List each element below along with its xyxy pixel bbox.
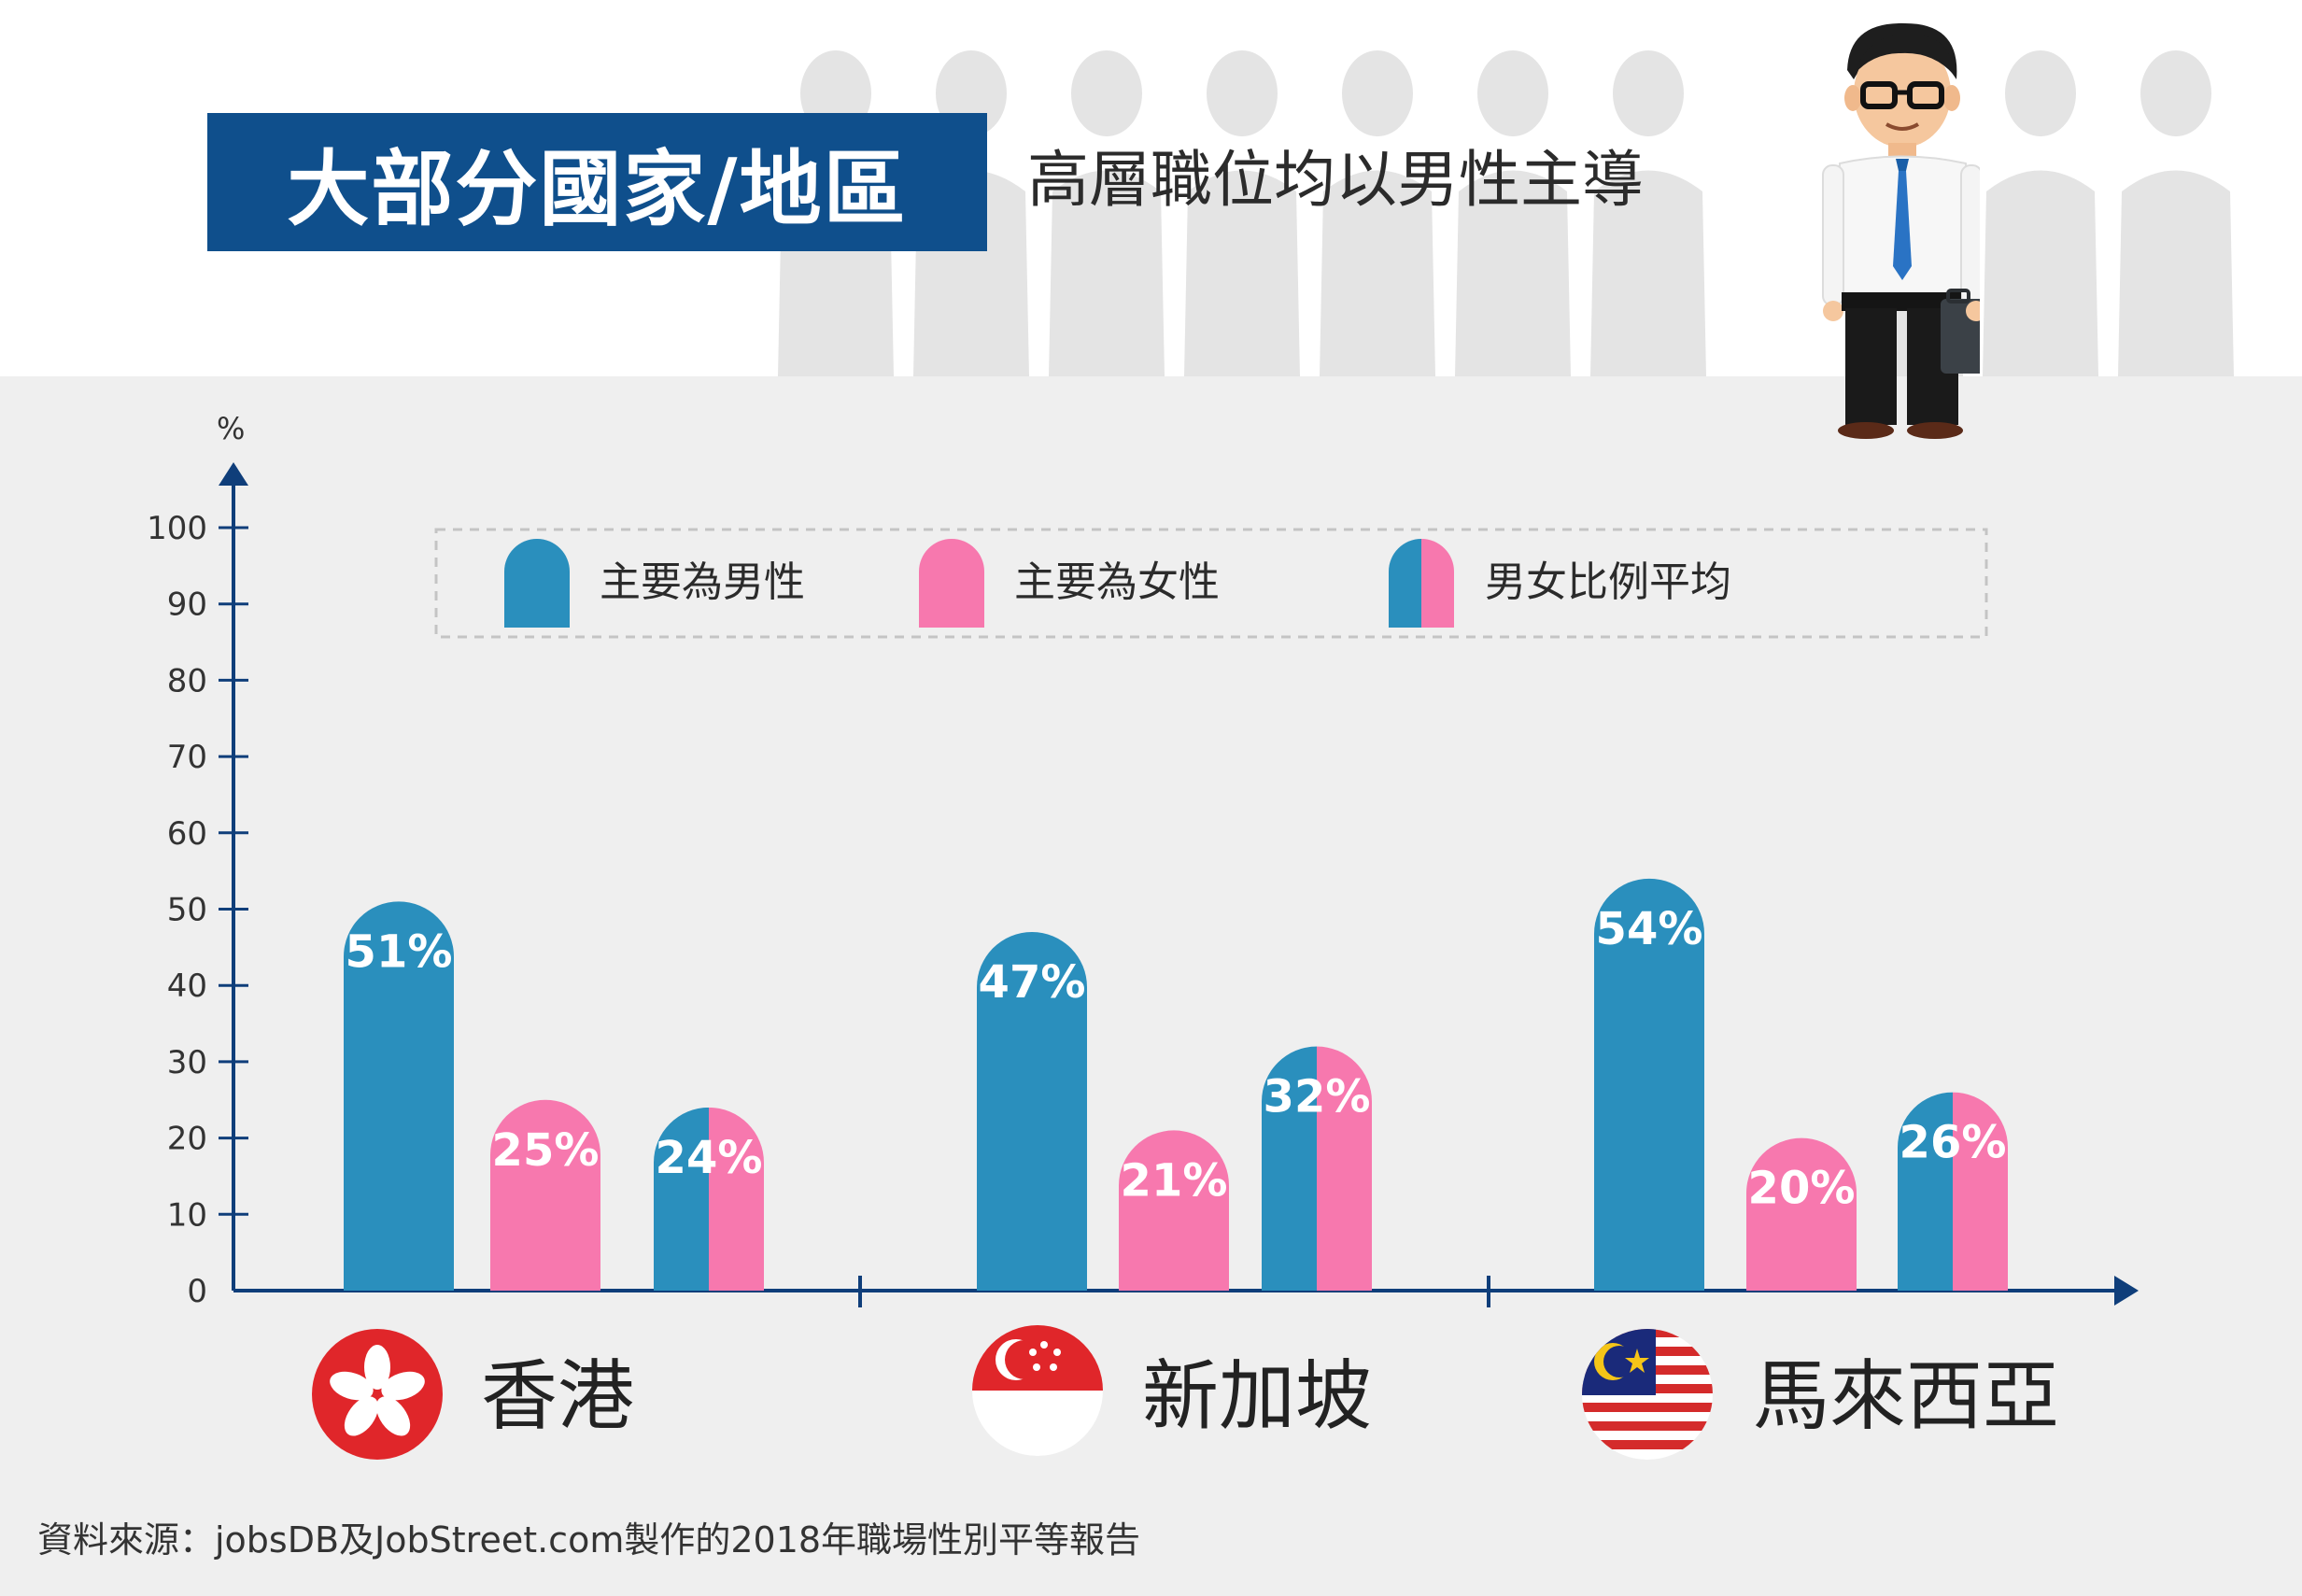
y-tick-label: 80 [167,662,207,699]
bar-value-label: 20% [1748,1163,1856,1215]
person-silhouette [1184,50,1300,376]
page-subtitle: 高層職位均以男性主導 [1027,144,1644,216]
source-note: 資料來源：jobsDB及JobStreet.com製作的2018年職場性別平等報… [37,1519,1141,1561]
y-tick-label: 90 [167,586,207,624]
bar-balanced [1262,1046,1372,1291]
y-tick-label: 100 [147,510,207,547]
bar-female [1746,1137,1857,1291]
legend-swatch-balanced [1389,539,1454,628]
country-label-malaysia: 馬來西亞 [1753,1352,2060,1441]
y-axis-unit-label: % [217,411,246,446]
y-tick-label: 0 [187,1273,207,1310]
y-tick-label: 70 [167,739,207,776]
bar-value-label: 24% [656,1132,763,1184]
bar-male [977,932,1087,1291]
person-silhouette [1983,50,2098,376]
hong-kong-flag-icon [312,1329,443,1460]
y-tick-label: 50 [167,892,207,929]
y-tick-label: 40 [167,967,207,1005]
singapore-flag-icon [972,1325,1103,1456]
y-tick-label: 20 [167,1121,207,1158]
person-silhouette [1049,50,1165,376]
bar-female [1119,1130,1229,1291]
y-tick-label: 30 [167,1044,207,1081]
country-label-singapore: 新加坡 [1142,1352,1373,1441]
person-silhouette [1590,50,1706,376]
x-axis-arrow [2114,1276,2139,1306]
bar-male [1594,878,1704,1291]
y-tick-label: 60 [167,815,207,853]
country-label-hong-kong: 香港 [481,1352,635,1441]
bar-value-label: 32% [1264,1071,1371,1123]
bar-value-label: 21% [1121,1154,1228,1207]
businessman-illustration [1822,22,1980,439]
person-silhouette [1320,50,1435,376]
legend-swatch-female [919,539,984,628]
legend-swatch-male [504,539,570,628]
bar-value-label: 54% [1596,903,1703,955]
bar-balanced [1898,1092,2008,1291]
malaysia-flag-icon [1582,1329,1713,1460]
bar-value-label: 51% [346,925,453,978]
person-silhouette [1455,50,1571,376]
legend-label-balanced: 男女比例平均 [1485,558,1731,606]
legend-label-female: 主要為女性 [1014,558,1220,606]
bar-female [490,1099,600,1291]
bar-value-label: 47% [979,956,1086,1009]
y-tick-label: 10 [167,1196,207,1234]
bar-balanced [654,1107,764,1291]
bar-value-label: 25% [492,1124,600,1177]
bar-value-label: 26% [1900,1117,2007,1169]
person-silhouette [2118,50,2234,376]
legend-label-male: 主要為男性 [600,558,805,606]
y-axis-arrow [219,462,248,486]
legend [434,528,1988,639]
page-title: 大部分國家/地區 [207,113,987,251]
bar-male [344,901,455,1291]
